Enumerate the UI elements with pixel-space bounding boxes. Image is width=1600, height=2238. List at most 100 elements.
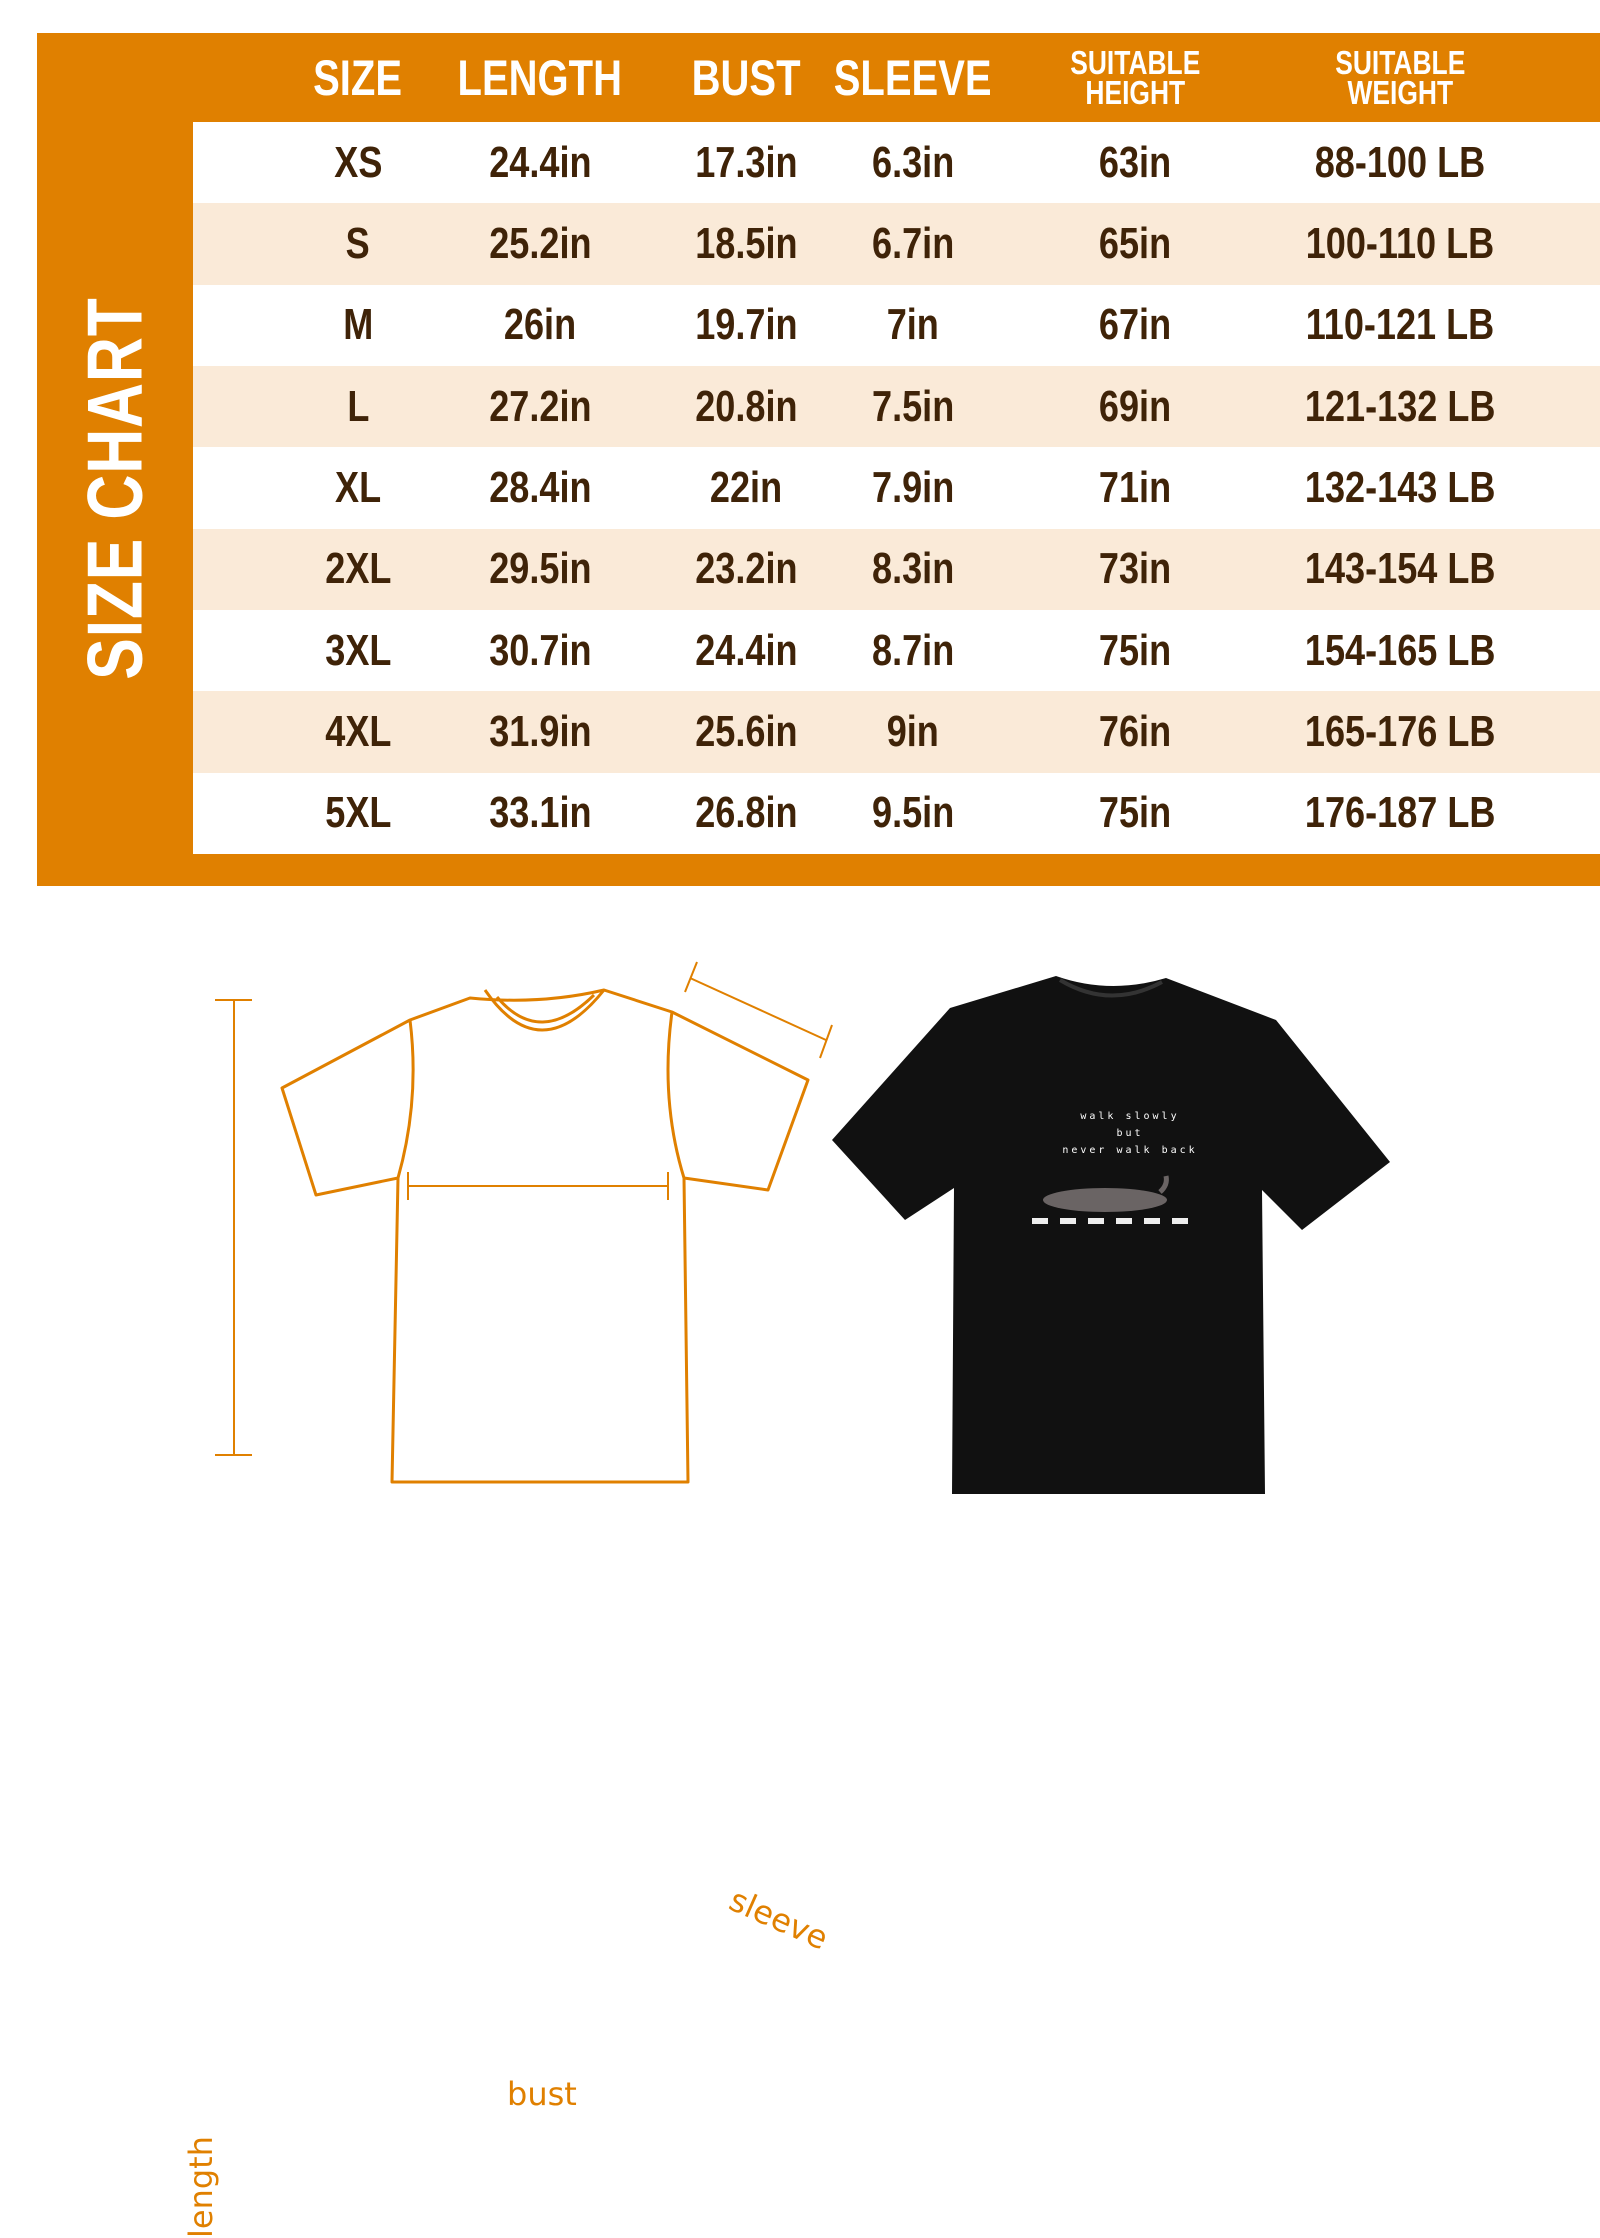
- cell-value: 33.1in: [488, 788, 592, 838]
- table-cell: 100-110 LB: [1280, 203, 1520, 284]
- cell-value: 4XL: [324, 706, 392, 756]
- table-cell: 31.9in: [420, 691, 660, 772]
- table-cell: 33.1in: [420, 773, 660, 854]
- table-cell: 18.5in: [626, 203, 866, 284]
- black-tshirt-icon: [832, 976, 1390, 1494]
- table-cell: 176-187 LB: [1280, 773, 1520, 854]
- print-line: never walk back: [1062, 1145, 1198, 1156]
- table-cell: 121-132 LB: [1280, 366, 1520, 447]
- table-cell: 28.4in: [420, 447, 660, 528]
- table-cell: 110-121 LB: [1280, 285, 1520, 366]
- header-label: SUITABLE WEIGHT: [1334, 43, 1466, 111]
- cell-value: 25.2in: [488, 218, 592, 268]
- table-cell: 6.3in: [793, 122, 1033, 203]
- table-cell: 75in: [1015, 773, 1255, 854]
- table-cell: 29.5in: [420, 529, 660, 610]
- cell-value: 165-176 LB: [1304, 706, 1496, 756]
- cell-value: 26.8in: [694, 788, 798, 838]
- cell-value: 23.2in: [694, 544, 798, 594]
- table-row: XL 28.4in 22in 7.9in 71in 132-143 LB: [193, 447, 1600, 529]
- cell-value: 17.3in: [694, 137, 798, 187]
- header-label: BUST: [691, 49, 801, 106]
- table-cell: XS: [238, 122, 478, 203]
- table-cell: 27.2in: [420, 366, 660, 447]
- table-cell: 8.7in: [793, 610, 1033, 691]
- table-cell: 17.3in: [626, 122, 866, 203]
- cell-value: 154-165 LB: [1304, 625, 1496, 675]
- table-row: M 26in 19.7in 7in 67in 110-121 LB: [193, 284, 1600, 366]
- table-cell: 154-165 LB: [1280, 610, 1520, 691]
- header-label: SUITABLE HEIGHT: [1069, 43, 1201, 111]
- cell-value: 5XL: [324, 788, 392, 838]
- header-0: SIZE: [228, 33, 488, 122]
- table-cell: 67in: [1015, 285, 1255, 366]
- cell-value: 100-110 LB: [1305, 218, 1495, 268]
- header-1: LENGTH: [410, 33, 670, 122]
- cell-value: 8.7in: [871, 625, 955, 675]
- cell-value: 19.7in: [694, 300, 798, 350]
- cell-value: 24.4in: [694, 625, 798, 675]
- table-row: 4XL 31.9in 25.6in 9in 76in 165-176 LB: [193, 691, 1600, 773]
- table-cell: 26in: [420, 285, 660, 366]
- table-cell: 7.5in: [793, 366, 1033, 447]
- table-header: SIZE LENGTH BUST SLEEVE SUITABLE HEIGHT SUITAB…: [193, 33, 1600, 122]
- table-cell: 6.7in: [793, 203, 1033, 284]
- cell-value: 24.4in: [488, 137, 592, 187]
- cell-value: 6.7in: [871, 218, 955, 268]
- cell-value: 22in: [709, 462, 783, 512]
- cell-value: L: [346, 381, 370, 431]
- print-line: but: [1116, 1128, 1144, 1139]
- header-label: SIZE: [313, 49, 403, 106]
- cell-value: 75in: [1098, 788, 1172, 838]
- cell-value: XS: [333, 137, 383, 187]
- table-cell: M: [238, 285, 478, 366]
- table-cell: 2XL: [238, 529, 478, 610]
- cell-value: 9in: [886, 706, 940, 756]
- table-cell: S: [238, 203, 478, 284]
- shirt-outline-icon: [215, 961, 1390, 1494]
- cell-value: 75in: [1098, 625, 1172, 675]
- size-table: XS 24.4in 17.3in 6.3in 63in 88-100 LB S 25.2in 1…: [193, 122, 1600, 854]
- cell-value: M: [342, 300, 374, 350]
- table-cell: 143-154 LB: [1280, 529, 1520, 610]
- cell-value: 76in: [1098, 706, 1172, 756]
- table-cell: 75in: [1015, 610, 1255, 691]
- cell-value: 30.7in: [488, 625, 592, 675]
- cell-value: 18.5in: [694, 218, 798, 268]
- header-2: BUST: [616, 33, 876, 122]
- cell-value: 26in: [503, 300, 577, 350]
- table-cell: 71in: [1015, 447, 1255, 528]
- cell-value: 176-187 LB: [1304, 788, 1496, 838]
- cell-value: 67in: [1098, 300, 1172, 350]
- table-cell: 63in: [1015, 122, 1255, 203]
- header-label: LENGTH: [457, 49, 623, 106]
- cell-value: 20.8in: [694, 381, 798, 431]
- side-title: SIZE CHART: [37, 122, 193, 854]
- table-cell: 25.2in: [420, 203, 660, 284]
- cell-value: 69in: [1098, 381, 1172, 431]
- header-label: SLEEVE: [834, 49, 992, 106]
- cell-value: S: [345, 218, 371, 268]
- header-3: SLEEVE: [783, 33, 1043, 122]
- print-line: walk slowly: [1080, 1111, 1180, 1122]
- cell-value: XL: [334, 462, 382, 512]
- cell-value: 143-154 LB: [1304, 544, 1496, 594]
- table-cell: 4XL: [238, 691, 478, 772]
- table-row: XS 24.4in 17.3in 6.3in 63in 88-100 LB: [193, 122, 1600, 204]
- cell-value: 121-132 LB: [1304, 381, 1496, 431]
- header-5: SUITABLE WEIGHT: [1270, 33, 1530, 122]
- cell-value: 25.6in: [694, 706, 798, 756]
- header-4: SUITABLE HEIGHT: [1005, 33, 1265, 122]
- cell-value: 6.3in: [871, 137, 955, 187]
- shirt-print-text: walk slowly but never walk back: [1030, 1108, 1230, 1159]
- cell-value: 73in: [1098, 544, 1172, 594]
- table-cell: 165-176 LB: [1280, 691, 1520, 772]
- table-cell: 5XL: [238, 773, 478, 854]
- table-cell: 25.6in: [626, 691, 866, 772]
- cell-value: 132-143 LB: [1304, 462, 1496, 512]
- table-cell: XL: [238, 447, 478, 528]
- table-cell: 20.8in: [626, 366, 866, 447]
- cell-value: 110-121 LB: [1305, 300, 1495, 350]
- table-row: 5XL 33.1in 26.8in 9.5in 75in 176-187 LB: [193, 772, 1600, 854]
- cell-value: 63in: [1098, 137, 1172, 187]
